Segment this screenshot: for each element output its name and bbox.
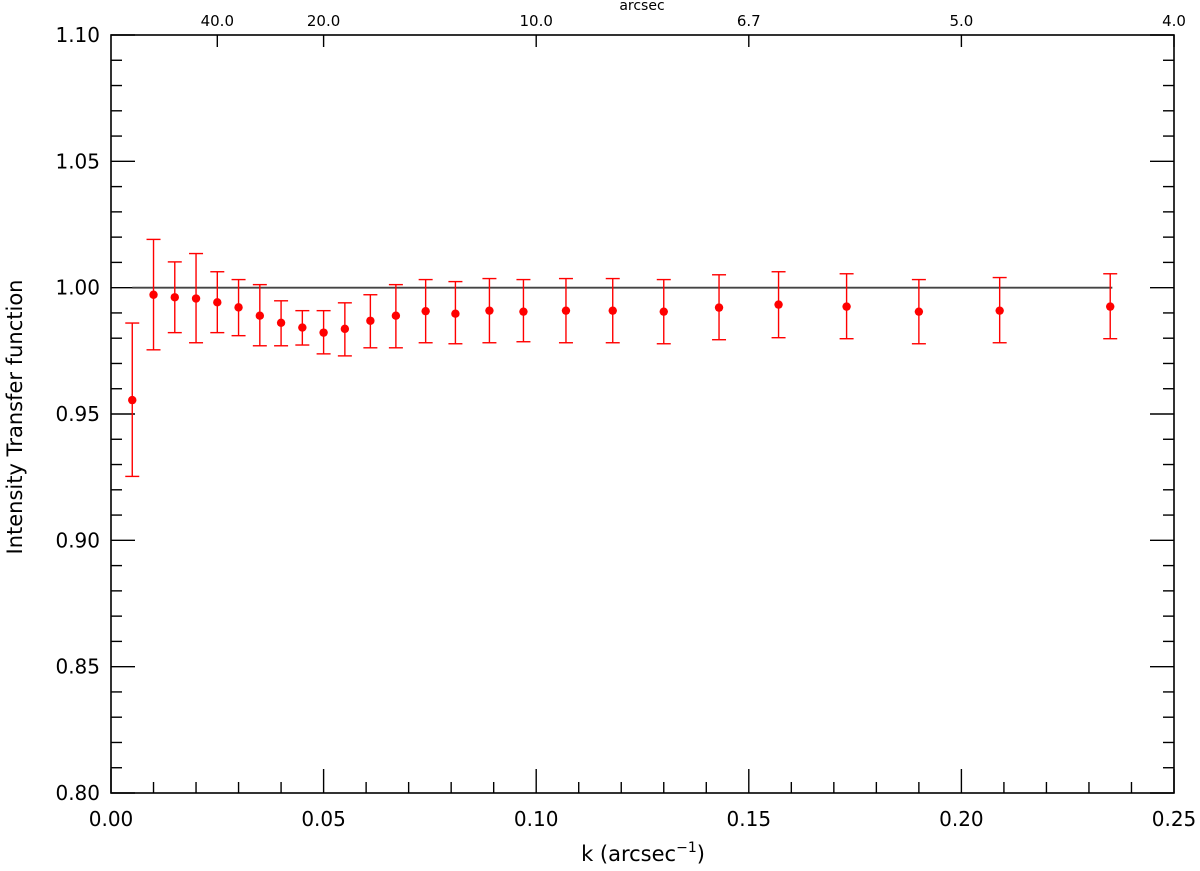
data-point <box>366 316 375 325</box>
data-points <box>128 290 1115 405</box>
data-point <box>276 318 286 327</box>
data-point <box>298 323 307 332</box>
top-axis-title: arcsec <box>619 0 664 14</box>
data-point <box>714 303 724 312</box>
data-point <box>421 306 430 316</box>
data-point <box>914 307 924 316</box>
data-point <box>519 307 528 316</box>
data-point <box>255 311 265 320</box>
top-tick-label: 6.7 <box>737 12 761 30</box>
y-axis-title: Intensity Transfer function <box>3 280 27 555</box>
y-tick-labels: 0.80 0.85 0.90 0.95 1.00 1.05 1.10 <box>55 23 100 805</box>
plot-frame <box>110 34 1175 794</box>
data-point <box>659 307 668 316</box>
y-tick-label: 0.90 <box>55 528 100 552</box>
data-point <box>485 306 494 315</box>
data-point <box>391 311 401 320</box>
y-tick-label: 0.95 <box>55 402 100 426</box>
top-tick-label: 40.0 <box>201 12 234 30</box>
y-tick-label: 1.05 <box>55 149 100 173</box>
data-point <box>1106 302 1115 311</box>
top-tick-label: 4.0 <box>1162 12 1186 30</box>
data-point <box>842 302 851 311</box>
data-point <box>234 303 243 312</box>
x-tick-label: 0.10 <box>514 807 559 831</box>
top-tick-label: 20.0 <box>307 12 340 30</box>
x-tick-labels: 0.00 0.05 0.10 0.15 0.20 0.25 <box>89 807 1197 831</box>
data-point <box>191 294 201 303</box>
data-point <box>128 395 137 405</box>
x-tick-label: 0.25 <box>1152 807 1197 831</box>
x-tick-label: 0.05 <box>301 807 346 831</box>
data-point <box>774 300 783 309</box>
data-point <box>995 306 1004 315</box>
y-tick-label: 1.10 <box>55 23 100 47</box>
x-tick-label: 0.15 <box>727 807 772 831</box>
data-point <box>561 306 571 315</box>
minor-ticks <box>111 59 1174 793</box>
data-point <box>451 309 460 318</box>
data-point <box>608 306 617 315</box>
data-point <box>213 298 222 307</box>
top-tick-label: 5.0 <box>949 12 973 30</box>
error-bars <box>125 238 1118 478</box>
y-tick-label: 1.00 <box>55 276 100 300</box>
top-tick-labels: 40.0 20.0 10.0 6.7 5.0 4.0 <box>201 12 1186 30</box>
x-tick-label: 0.00 <box>89 807 134 831</box>
major-ticks <box>110 34 1175 794</box>
top-tick-label: 10.0 <box>519 12 552 30</box>
y-tick-label: 0.80 <box>55 781 100 805</box>
x-tick-label: 0.20 <box>939 807 984 831</box>
x-axis-title: k (arcsec−1) <box>581 840 705 866</box>
y-tick-label: 0.85 <box>55 655 100 679</box>
data-point <box>340 324 350 334</box>
data-point <box>149 290 158 299</box>
data-point <box>319 328 328 337</box>
data-point <box>170 293 179 302</box>
